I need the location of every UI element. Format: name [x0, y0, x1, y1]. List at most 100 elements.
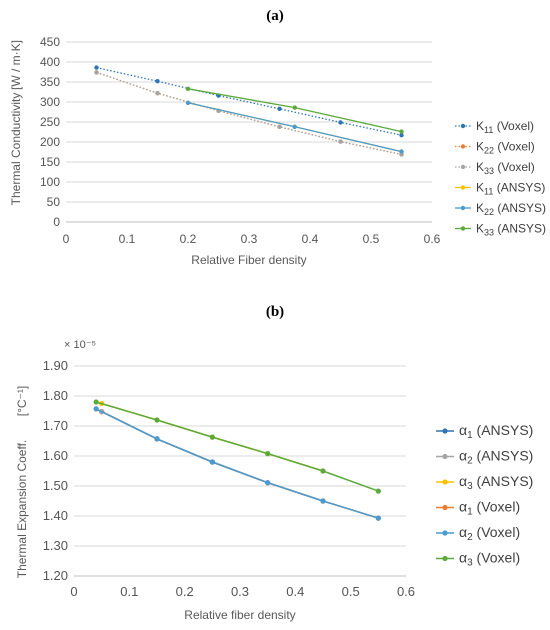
- data-point: [320, 498, 326, 504]
- legend-label: α3 (Voxel): [459, 550, 520, 569]
- y-axis-unit-a: [W / m·K]: [9, 40, 23, 90]
- data-point: [375, 515, 381, 521]
- series-line: [95, 401, 379, 492]
- y-tick-label: 400: [40, 55, 60, 69]
- data-point: [277, 106, 282, 112]
- data-point: [399, 129, 404, 134]
- legend-marker: [460, 123, 466, 129]
- legend-label: K33 (ANSYS): [476, 222, 546, 238]
- y-tick-label: 0: [53, 215, 60, 229]
- data-point: [399, 149, 404, 154]
- series-line: [96, 71, 402, 156]
- y-tick-labels-b: 1.20 1.30 1.40 1.50 1.60 1.70 1.80 1.90: [43, 358, 68, 583]
- x-tick-label: 0.6: [424, 232, 441, 246]
- legend-marker: [442, 530, 448, 536]
- x-tick-label: 0.3: [231, 584, 249, 599]
- legend-marker: [460, 164, 466, 170]
- data-point: [155, 91, 160, 96]
- data-point: [277, 124, 282, 129]
- y-tick-label: 1.90: [43, 358, 68, 373]
- x-tick-label: 0.3: [241, 232, 258, 246]
- series-line: [95, 408, 379, 519]
- x-tick-label: 0.4: [302, 232, 319, 246]
- data-point: [265, 451, 271, 457]
- x-tick-labels-a: 0 0.1 0.2 0.3 0.4 0.5 0.6: [63, 232, 441, 246]
- panel-label-b: (b): [266, 304, 284, 320]
- data-point: [155, 79, 160, 84]
- data-point: [154, 436, 160, 442]
- data-point: [338, 139, 343, 144]
- x-tick-label: 0: [63, 232, 70, 246]
- data-point: [375, 488, 381, 494]
- legend-label: α1 (ANSYS): [459, 422, 533, 441]
- legend-label: K22 (ANSYS): [476, 201, 546, 217]
- y-axis-title-b: Thermal Expansion Coeff.: [15, 440, 29, 579]
- legend-label: α3 (ANSYS): [459, 473, 533, 492]
- y-tick-label: 150: [40, 155, 60, 169]
- y-tick-labels-a: 0 50 100 150 200 250 300 350 400 450: [40, 35, 60, 229]
- x-tick-label: 0.4: [286, 584, 304, 599]
- y-tick-label: 350: [40, 75, 60, 89]
- legend-label: K11 (ANSYS): [476, 181, 545, 197]
- legend-marker: [460, 144, 466, 149]
- chart-b: (b) × 10⁻⁵ 1.201.301.401.501.601.701.801…: [15, 304, 533, 622]
- data-point: [399, 133, 404, 138]
- data-point: [93, 399, 99, 405]
- legend-marker: [442, 555, 448, 562]
- legend-label: α2 (Voxel): [459, 524, 520, 543]
- gridlines-a: [66, 41, 432, 223]
- legend-marker: [442, 428, 448, 434]
- panel-label-a: (a): [266, 8, 284, 24]
- legend-label: K22 (Voxel): [476, 140, 535, 156]
- x-tick-labels-b: 0 0.1 0.2 0.3 0.4 0.5 0.6: [70, 584, 415, 599]
- legend-label: α1 (Voxel): [459, 499, 520, 518]
- data-point: [338, 120, 343, 125]
- data-point: [154, 417, 160, 423]
- x-tick-label: 0.2: [176, 584, 194, 599]
- data-point: [185, 100, 191, 106]
- y-tick-label: 450: [40, 35, 60, 49]
- legend-label: K33 (Voxel): [476, 160, 535, 176]
- y-tick-label: 1.80: [43, 388, 68, 403]
- y-tick-label: 1.70: [43, 418, 68, 433]
- legend-marker: [442, 504, 448, 511]
- y-tick-label: 1.50: [43, 478, 68, 493]
- y-tick-label: 1.40: [43, 508, 68, 523]
- y-tick-label: 250: [40, 115, 60, 129]
- y-tick-label: 300: [40, 95, 60, 109]
- legend-label: K11 (Voxel): [476, 119, 534, 135]
- data-point: [292, 105, 297, 110]
- y-scale-note-b: × 10⁻⁵: [64, 339, 96, 351]
- x-axis-title-b: Relative fiber density: [184, 608, 295, 622]
- legend-a: K11 (Voxel) K22 (Voxel) K33 (Voxel) K11 (AN…: [455, 119, 546, 238]
- y-tick-label: 100: [40, 175, 60, 189]
- y-axis-title-a: Thermal Conductivity: [9, 93, 23, 206]
- legend-label: α2 (ANSYS): [459, 448, 533, 467]
- series-line: [95, 408, 379, 519]
- y-tick-label: 200: [40, 135, 60, 149]
- data-point: [93, 406, 99, 412]
- y-tick-label: 1.60: [43, 448, 68, 463]
- x-tick-label: 0.2: [180, 232, 197, 246]
- gridlines-b: [74, 365, 406, 577]
- series-line: [96, 66, 402, 136]
- data-point: [209, 434, 215, 440]
- x-tick-label: 0.1: [119, 232, 136, 246]
- x-tick-label: 0.1: [120, 584, 138, 599]
- data-point: [320, 468, 326, 474]
- data-point: [292, 124, 297, 129]
- legend-marker: [460, 226, 466, 231]
- legend-b: α1 (ANSYS) α2 (ANSYS) α3 (ANSYS) α1 (Voxel)…: [436, 422, 533, 569]
- x-tick-label: 0: [70, 584, 77, 599]
- x-tick-label: 0.5: [342, 584, 360, 599]
- legend-marker: [442, 453, 448, 460]
- data-point: [94, 65, 99, 70]
- legend-marker: [442, 479, 448, 485]
- y-tick-label: 50: [47, 195, 61, 209]
- y-tick-label: 1.30: [43, 538, 68, 553]
- x-tick-label: 0.5: [363, 232, 380, 246]
- data-point: [94, 70, 99, 75]
- y-axis-unit-b: [°C⁻¹]: [15, 386, 29, 416]
- data-point: [209, 459, 215, 465]
